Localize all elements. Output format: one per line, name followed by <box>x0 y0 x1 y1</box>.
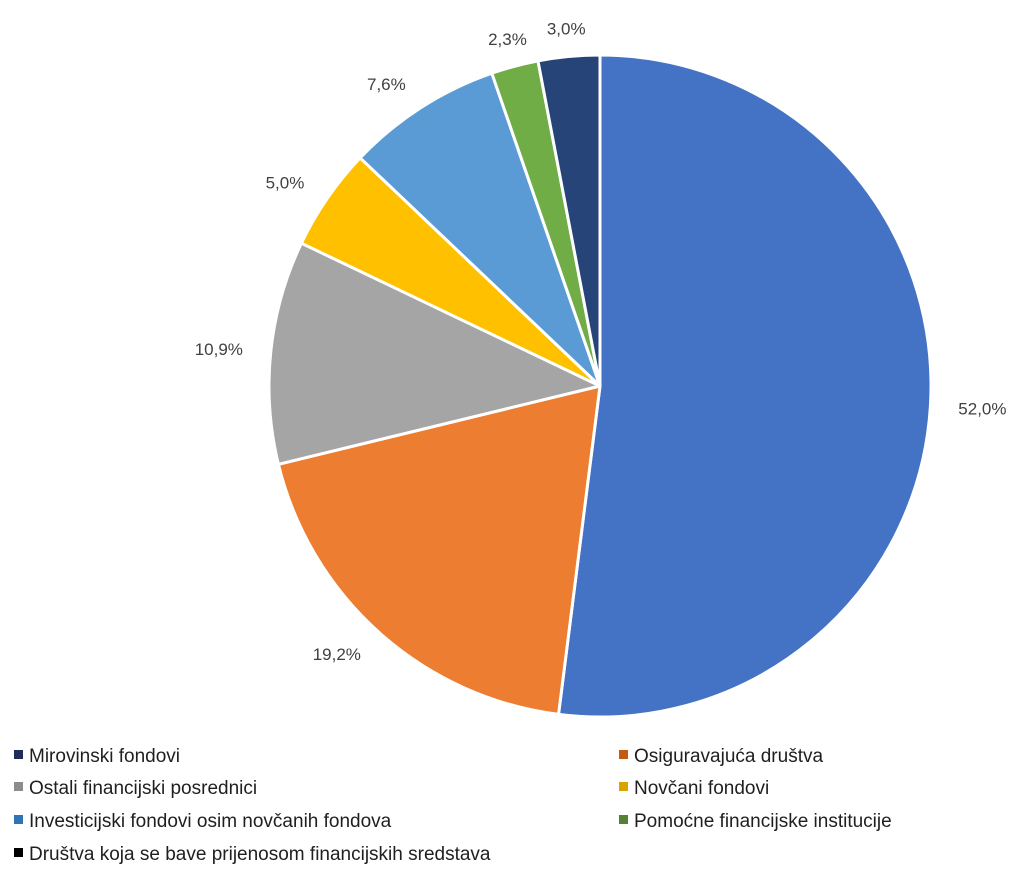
legend-label-3: Ostali financijski posrednici <box>29 778 257 799</box>
legend-marker-7 <box>14 848 23 857</box>
legend-label-5: Investicijski fondovi osim novčanih fond… <box>29 811 392 832</box>
pie-slice-1 <box>557 53 933 719</box>
legend-label-7: Društva koja se bave prijenosom financij… <box>29 844 491 865</box>
legend-marker-3 <box>14 782 23 791</box>
pie-slice-2 <box>276 384 602 716</box>
data-labels: 52,0% 19,2% 10,9% 5,0% 7,6% 2,3% 3,0% <box>195 20 1007 664</box>
legend-label-1: Mirovinski fondovi <box>29 746 180 767</box>
pie-slices <box>267 53 933 719</box>
legend-label-6: Pomoćne financijske institucije <box>634 811 892 832</box>
data-label-5: 7,6% <box>367 75 406 94</box>
legend-marker-2 <box>619 750 628 759</box>
legend-marker-6 <box>619 815 628 824</box>
legend-label-2: Osiguravajuća društva <box>634 746 823 767</box>
data-label-4: 5,0% <box>266 173 305 192</box>
data-label-2: 19,2% <box>313 645 361 664</box>
data-label-7: 3,0% <box>547 20 586 39</box>
legend-marker-1 <box>14 750 23 759</box>
legend: Mirovinski fondovi Osiguravajuća društva O… <box>14 746 892 865</box>
pie-slice-5 <box>358 71 602 388</box>
legend-marker-4 <box>619 782 628 791</box>
data-label-6: 2,3% <box>488 30 527 49</box>
pie-slice-3 <box>267 241 602 466</box>
legend-label-4: Novčani fondovi <box>634 778 769 799</box>
legend-marker-5 <box>14 815 23 824</box>
data-label-1: 52,0% <box>958 400 1006 419</box>
data-label-3: 10,9% <box>195 340 243 359</box>
pie-slice-7 <box>536 53 602 388</box>
